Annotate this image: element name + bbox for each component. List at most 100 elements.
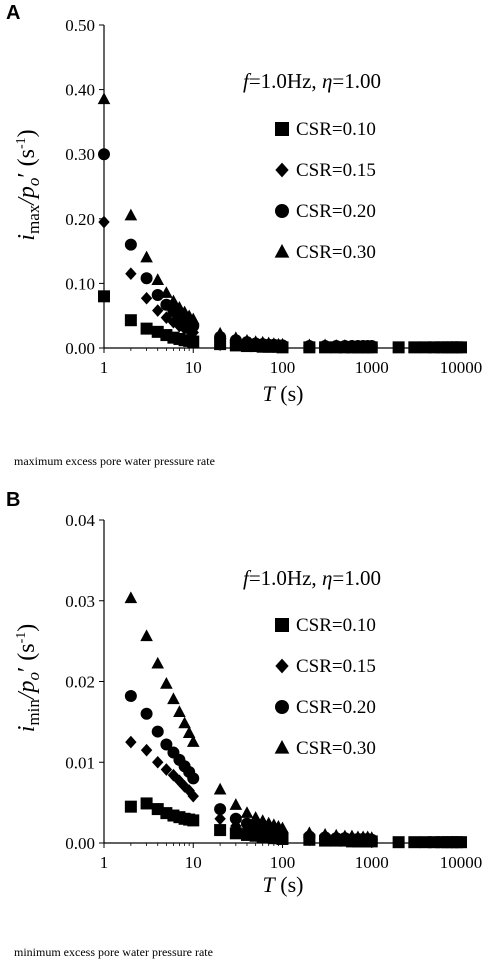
data-point-triangle	[338, 339, 352, 351]
y-axis-label: imax/po′ (s-1)	[14, 129, 43, 240]
x-tick-label: 10	[185, 853, 202, 872]
legend-marker-diamond	[275, 658, 289, 674]
data-point-square	[214, 824, 227, 837]
data-point-square	[229, 827, 242, 840]
data-point-square	[140, 322, 153, 335]
x-tick-label: 10	[185, 358, 202, 377]
data-point-triangle	[229, 798, 243, 810]
data-point-circle	[214, 803, 227, 816]
x-tick-label: 1000	[355, 853, 389, 872]
data-point-circle	[229, 812, 242, 825]
x-tick-label: 1	[100, 358, 109, 377]
data-point-diamond	[125, 267, 137, 281]
data-point-triangle	[151, 273, 165, 285]
x-tick-label: 100	[270, 358, 296, 377]
data-point-triangle	[167, 692, 180, 705]
data-point-triangle	[318, 338, 332, 351]
legend-label: CSR=0.20	[296, 697, 376, 718]
data-point-square	[392, 341, 405, 354]
y-tick-label: 0.30	[65, 145, 95, 164]
legend-label: CSR=0.15	[296, 160, 376, 181]
data-point-triangle	[167, 294, 180, 307]
chart-b: 0.00 0.01 0.02 0.03 0.04 1 10 100 1000 10000 f=1.…	[14, 511, 483, 897]
data-point-triangle	[124, 591, 138, 604]
data-point-square	[124, 800, 137, 813]
y-tick-label: 0.00	[65, 834, 95, 853]
x-axis-label: T (s)	[263, 872, 304, 897]
condition-annotation: f=1.0Hz, η=1.00	[243, 566, 381, 590]
data-point-triangle	[329, 828, 343, 841]
data-point-circle	[151, 725, 164, 738]
data-marks	[124, 591, 467, 849]
y-tick-label: 0.03	[65, 592, 95, 611]
data-point-triangle	[213, 782, 227, 795]
legend-marker-square	[275, 122, 289, 136]
y-tick-label: 0.10	[65, 274, 95, 293]
data-point-square	[187, 335, 200, 348]
y-tick-label: 0.01	[65, 753, 95, 772]
data-point-circle	[140, 707, 153, 720]
x-tick-label: 10000	[440, 358, 483, 377]
data-point-diamond	[187, 789, 199, 803]
y-tick-label: 0.02	[65, 673, 95, 692]
data-point-triangle	[140, 629, 153, 642]
data-point-triangle	[240, 806, 254, 818]
data-point-triangle	[229, 331, 243, 344]
x-tick-label: 100	[270, 853, 296, 872]
data-point-circle	[187, 772, 200, 785]
data-point-triangle	[318, 828, 332, 840]
y-tick-label: 0.20	[65, 210, 95, 229]
panel-letter: B	[6, 489, 21, 511]
legend-marker-triangle	[274, 739, 290, 754]
data-point-triangle	[186, 735, 200, 747]
legend: CSR=0.10 CSR=0.15 CSR=0.20 CSR=0.30	[274, 615, 376, 759]
data-point-triangle	[365, 831, 379, 843]
data-point-triangle	[249, 811, 262, 823]
data-point-triangle	[178, 716, 191, 729]
data-point-triangle	[160, 677, 173, 689]
data-point-circle	[140, 272, 153, 285]
data-point-diamond	[160, 763, 173, 776]
data-point-triangle	[329, 339, 343, 351]
data-point-triangle	[276, 821, 289, 834]
legend-marker-triangle	[274, 243, 290, 258]
x-axis-label: T (s)	[263, 381, 304, 406]
data-point-circle	[124, 238, 137, 251]
legend-label: CSR=0.30	[296, 242, 376, 263]
data-point-triangle	[303, 338, 316, 351]
data-point-triangle	[213, 326, 227, 339]
data-point-triangle	[140, 250, 153, 263]
data-point-circle	[151, 289, 164, 302]
legend-label: CSR=0.10	[296, 615, 376, 636]
axes: 0.00 0.10 0.20 0.30 0.40 0.50 1 10 100 1000 10000	[65, 16, 482, 377]
legend-label: CSR=0.30	[296, 738, 376, 759]
data-point-square	[408, 341, 421, 354]
data-point-square	[140, 797, 153, 810]
legend: CSR=0.10 CSR=0.15 CSR=0.20 CSR=0.30	[274, 119, 376, 263]
data-point-diamond	[125, 735, 137, 749]
data-point-triangle	[186, 312, 200, 325]
data-point-circle	[98, 148, 110, 161]
data-point-triangle	[182, 726, 196, 738]
data-point-square	[455, 836, 467, 849]
data-point-square	[98, 290, 110, 303]
x-tick-label: 1000	[355, 358, 389, 377]
figure-caption: minimum excess pore water pressure rate	[14, 945, 213, 959]
panel-b: B 0.00 0.01 0.02 0.03 0.04 1 10 100 1000 10000 f=…	[0, 483, 484, 965]
chart-a: 0.000.100.200.300.400.501 10 100 1000 10000 …	[14, 16, 482, 406]
data-point-triangle	[160, 286, 173, 298]
data-point-triangle	[303, 826, 316, 839]
y-tick-label: 0.00	[65, 339, 95, 358]
y-tick-label: 0.50	[65, 16, 95, 35]
data-point-triangle	[173, 705, 186, 717]
figure-caption: maximum excess pore water pressure rate	[14, 454, 215, 468]
data-point-triangle	[124, 208, 138, 221]
data-marks	[97, 92, 467, 354]
panel-letter: A	[6, 2, 21, 24]
data-point-triangle	[97, 92, 111, 105]
x-tick-label: 10000	[440, 853, 483, 872]
data-point-square	[187, 814, 200, 827]
legend-label: CSR=0.15	[296, 656, 376, 677]
data-point-square	[124, 314, 137, 327]
data-point-diamond	[98, 215, 110, 229]
